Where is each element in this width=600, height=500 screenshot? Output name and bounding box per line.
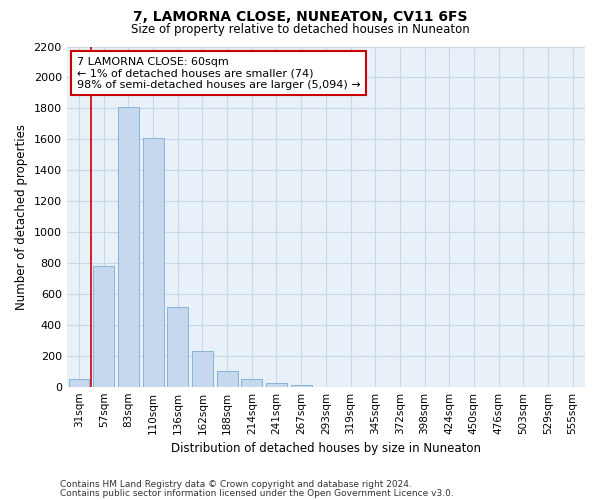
Text: Contains HM Land Registry data © Crown copyright and database right 2024.: Contains HM Land Registry data © Crown c… <box>60 480 412 489</box>
Bar <box>266 382 287 386</box>
Bar <box>167 307 188 386</box>
Bar <box>290 385 311 386</box>
Text: Size of property relative to detached houses in Nuneaton: Size of property relative to detached ho… <box>131 22 469 36</box>
X-axis label: Distribution of detached houses by size in Nuneaton: Distribution of detached houses by size … <box>171 442 481 455</box>
Y-axis label: Number of detached properties: Number of detached properties <box>15 124 28 310</box>
Bar <box>192 351 213 386</box>
Bar <box>93 266 114 386</box>
Text: 7, LAMORNA CLOSE, NUNEATON, CV11 6FS: 7, LAMORNA CLOSE, NUNEATON, CV11 6FS <box>133 10 467 24</box>
Bar <box>118 107 139 386</box>
Bar <box>68 380 89 386</box>
Text: 7 LAMORNA CLOSE: 60sqm
← 1% of detached houses are smaller (74)
98% of semi-deta: 7 LAMORNA CLOSE: 60sqm ← 1% of detached … <box>77 56 361 90</box>
Bar <box>241 379 262 386</box>
Text: Contains public sector information licensed under the Open Government Licence v3: Contains public sector information licen… <box>60 488 454 498</box>
Bar <box>143 138 164 386</box>
Bar <box>217 371 238 386</box>
